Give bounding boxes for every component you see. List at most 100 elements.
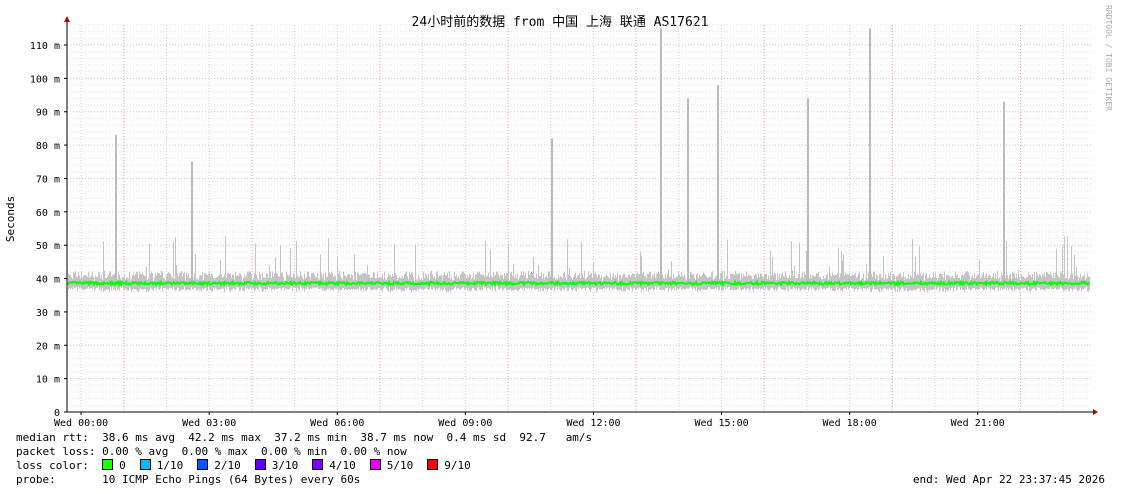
spike xyxy=(551,138,553,284)
smoke-bar xyxy=(643,272,644,291)
smoke-bar xyxy=(176,264,177,290)
color-swatch xyxy=(254,459,266,470)
smoke-bar xyxy=(1050,271,1051,287)
smoke-bar xyxy=(931,278,932,291)
smoke-bar xyxy=(877,275,878,289)
smoke-bar xyxy=(72,278,73,290)
smoke-bar xyxy=(202,271,203,289)
smoke-bar xyxy=(922,274,923,291)
smoke-bar xyxy=(658,271,659,287)
x-tick-label: Wed 09:00 xyxy=(438,418,492,429)
smoke-bar xyxy=(478,272,479,287)
smoke-bar xyxy=(974,273,975,289)
smoke-bar xyxy=(652,274,653,289)
loss-color-item: 1/10 xyxy=(139,459,183,472)
smoke-bar xyxy=(817,273,818,288)
smoke-bar xyxy=(591,272,592,289)
spike xyxy=(191,161,193,284)
smoke-bar xyxy=(496,271,497,287)
smoke-bar xyxy=(444,272,445,288)
smoke-bar xyxy=(279,276,280,288)
smoke-bar xyxy=(859,271,860,288)
smoke-bar xyxy=(129,271,130,288)
smoke-bar xyxy=(785,271,786,291)
smoke-bar xyxy=(251,273,252,291)
smoke-bar xyxy=(146,266,147,292)
smoke-bar xyxy=(601,274,602,290)
smoke-bar xyxy=(681,271,682,291)
y-axis-arrow xyxy=(64,16,70,22)
smoke-bar xyxy=(914,271,915,291)
smoke-bar xyxy=(152,273,153,290)
smoke-bar xyxy=(646,278,647,291)
y-tick-label: 80 m xyxy=(36,141,60,152)
smoke-bar xyxy=(220,259,221,290)
smoke-bar xyxy=(569,267,570,289)
x-axis-arrow xyxy=(1093,409,1098,415)
smoke-bar xyxy=(73,272,74,287)
smoke-bar xyxy=(847,274,848,287)
smoke-bar xyxy=(965,272,966,289)
probe-value: 10 ICMP Echo Pings (64 Bytes) every 60s xyxy=(102,473,361,486)
spike xyxy=(115,135,117,284)
smoke-bar xyxy=(258,280,259,290)
smoke-bar xyxy=(885,273,886,289)
smoke-bar xyxy=(235,272,236,290)
loss-color-text: 3/10 xyxy=(271,459,299,472)
smoke-bar xyxy=(895,280,896,292)
smoke-bar xyxy=(919,246,920,289)
smoke-bar xyxy=(280,245,281,289)
smoke-bar xyxy=(463,272,464,287)
smoke-bar xyxy=(449,271,450,291)
smoke-bar xyxy=(357,272,358,289)
loss-color-item: 9/10 xyxy=(427,459,471,472)
smoke-bar xyxy=(435,278,436,291)
smoke-bar xyxy=(1046,271,1047,289)
smoke-bar xyxy=(487,275,488,288)
smoke-bar xyxy=(618,280,619,291)
smoke-bar xyxy=(181,271,182,290)
smoke-bar xyxy=(657,273,658,288)
y-tick-label: 70 m xyxy=(36,174,60,185)
smoke-bar xyxy=(290,248,291,288)
smoke-bar xyxy=(117,279,118,291)
loss-values: 0.00 % avg 0.00 % max 0.00 % min 0.00 % … xyxy=(102,445,407,458)
smoke-bar xyxy=(442,280,443,292)
legend-rtt: median rtt: 38.6 ms avg 42.2 ms max 37.2… xyxy=(16,431,592,444)
smoke-bar xyxy=(373,272,374,290)
smoke-bar xyxy=(735,270,736,290)
smoke-bar xyxy=(270,271,271,288)
color-swatch xyxy=(369,459,381,470)
smoke-bar xyxy=(136,271,137,291)
smoke-bar xyxy=(312,272,313,288)
smoke-bar xyxy=(77,277,78,292)
smoke-bar xyxy=(259,272,260,287)
smoke-bar xyxy=(741,272,742,291)
y-axis-label: Seconds xyxy=(4,196,17,242)
smoke-bar xyxy=(1080,273,1081,288)
smoke-bar xyxy=(1071,245,1072,289)
smoke-bar xyxy=(504,273,505,289)
probe-label: probe: xyxy=(16,473,56,486)
y-tick-label: 40 m xyxy=(36,275,60,286)
smoke-bar xyxy=(665,273,666,289)
smoke-bar xyxy=(180,272,181,291)
smoke-bar xyxy=(893,273,894,288)
smoke-bar xyxy=(441,274,442,289)
smoke-bar xyxy=(733,274,734,291)
legend-probe: probe: 10 ICMP Echo Pings (64 Bytes) eve… xyxy=(16,473,360,486)
smoke-bar xyxy=(269,265,270,289)
smoke-bar xyxy=(852,274,853,289)
smoke-bar xyxy=(301,275,302,288)
smoke-bar xyxy=(760,273,761,291)
smoke-bar xyxy=(260,274,261,288)
smoke-bar xyxy=(764,274,765,288)
smoke-bar xyxy=(277,273,278,289)
smoke-bar xyxy=(229,273,230,291)
color-swatch xyxy=(312,459,324,470)
smoke-bar xyxy=(827,273,828,289)
smoke-bar xyxy=(755,273,756,289)
smoke-bar xyxy=(1000,280,1001,291)
smoke-bar xyxy=(551,279,552,291)
smoke-bar xyxy=(998,278,999,291)
